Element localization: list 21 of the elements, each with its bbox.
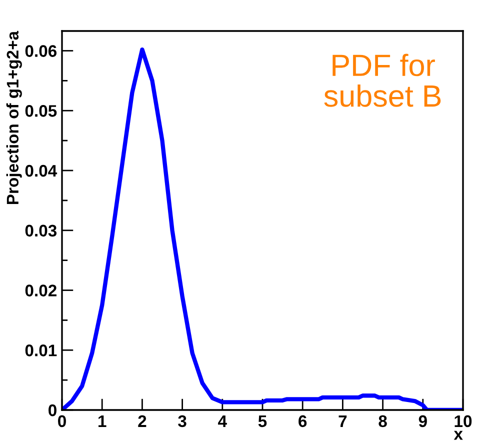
- annotation: PDF for subset B: [324, 54, 441, 107]
- x-tick-label: 3: [178, 415, 186, 428]
- x-tick-label: 10: [454, 415, 472, 428]
- y-tick-label: 0: [48, 404, 56, 416]
- x-tick-label: 4: [218, 415, 227, 427]
- y-tick-label: 0.02: [25, 284, 56, 296]
- x-axis-title: x: [454, 430, 463, 440]
- x-tick-label: 0: [58, 415, 66, 428]
- y-axis-title: Projection of g1+g2+a: [6, 30, 22, 204]
- x-tick-label: 1: [98, 415, 106, 427]
- y-tick-label: 0.01: [25, 344, 57, 356]
- x-tick-label: 9: [418, 415, 427, 428]
- y-tick-label: 0.05: [25, 105, 57, 117]
- y-tick-label: 0.06: [25, 45, 57, 57]
- x-tick-label: 6: [298, 415, 307, 428]
- x-tick-label: 5: [258, 415, 267, 428]
- x-tick-label: 2: [138, 415, 146, 427]
- y-tick-label: 0.04: [25, 164, 58, 177]
- x-tick-label: 7: [338, 415, 347, 427]
- y-tick-label: 0.03: [25, 224, 57, 237]
- x-tick-label: 8: [378, 415, 387, 428]
